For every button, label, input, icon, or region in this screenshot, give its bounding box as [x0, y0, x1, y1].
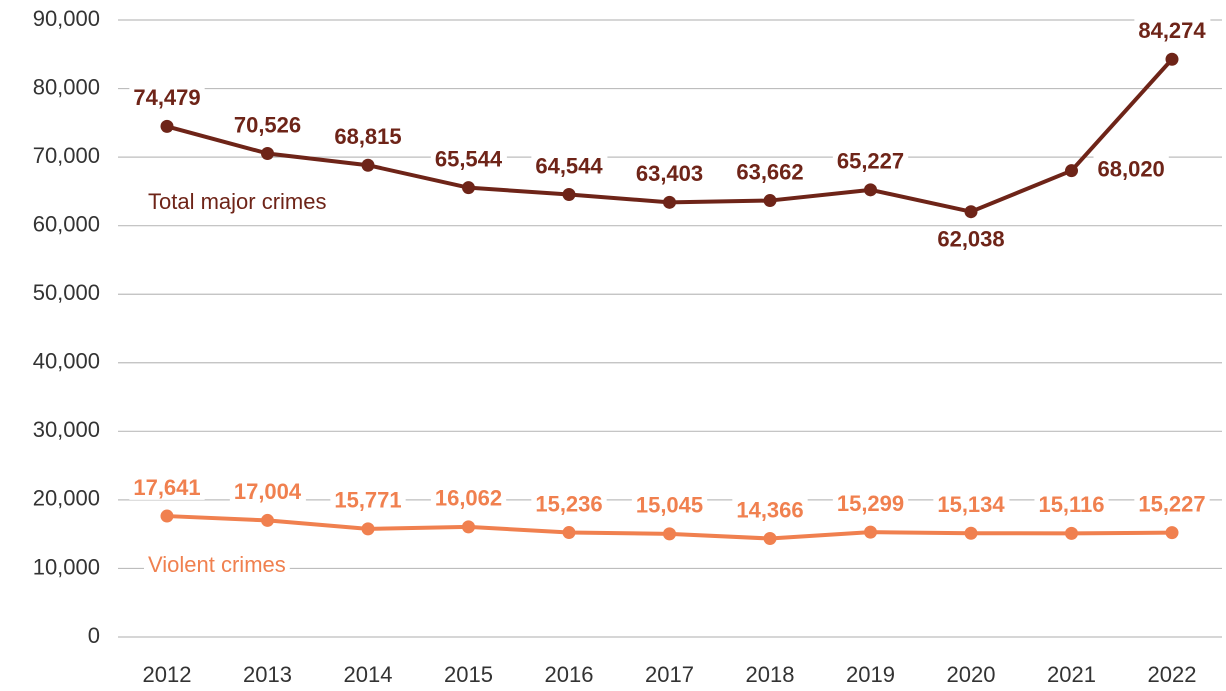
data-label: 15,134 [937, 492, 1005, 517]
data-point [763, 532, 777, 546]
data-label: 63,403 [636, 161, 703, 186]
data-label: 15,299 [837, 491, 904, 516]
data-point [361, 522, 375, 536]
y-tick-label: 50,000 [33, 280, 100, 305]
data-point [462, 520, 475, 534]
data-label: 17,641 [133, 475, 200, 500]
data-point [763, 194, 777, 208]
data-point [864, 525, 877, 539]
data-label: 68,815 [334, 124, 401, 149]
label-background [144, 188, 331, 214]
label-background [1093, 156, 1169, 182]
data-label: 15,116 [1038, 492, 1104, 517]
series-label: Violent crimes [148, 552, 286, 577]
data-label: 15,227 [1138, 491, 1205, 516]
data-point [160, 509, 174, 523]
y-tick-label: 80,000 [33, 74, 100, 99]
x-tick-label: 2017 [645, 662, 694, 687]
label-background [933, 492, 1010, 518]
data-label: 84,274 [1138, 18, 1206, 43]
label-background [430, 146, 507, 172]
data-label: 15,045 [636, 493, 703, 518]
data-point [562, 526, 576, 540]
data-point [1065, 526, 1078, 540]
label-background [1034, 492, 1109, 518]
y-tick-label: 10,000 [33, 554, 100, 579]
y-tick-label: 30,000 [33, 417, 100, 442]
label-background [129, 85, 205, 111]
label-background [732, 497, 808, 523]
data-point [1165, 52, 1179, 66]
label-background [1134, 18, 1211, 44]
data-point [361, 158, 375, 172]
data-label: 63,662 [736, 159, 803, 184]
label-background [933, 226, 1009, 252]
data-label: 16,062 [435, 486, 502, 511]
y-tick-label: 40,000 [33, 349, 100, 374]
label-background [229, 479, 306, 505]
x-tick-label: 2020 [947, 662, 996, 687]
label-background [144, 551, 290, 577]
data-point [663, 527, 676, 541]
y-tick-label: 60,000 [33, 211, 100, 236]
data-point [964, 526, 978, 540]
label-background [129, 474, 205, 500]
x-tick-label: 2019 [846, 662, 895, 687]
y-tick-label: 20,000 [33, 486, 100, 511]
x-tick-label: 2014 [344, 662, 393, 687]
label-background [631, 161, 708, 187]
data-point [261, 147, 274, 161]
label-background [531, 153, 608, 179]
data-label: 15,236 [535, 491, 602, 516]
data-label: 65,227 [837, 149, 904, 174]
series-label: Total major crimes [148, 189, 326, 214]
data-point [160, 119, 174, 133]
label-background [832, 490, 909, 516]
x-tick-label: 2021 [1047, 662, 1096, 687]
data-label: 68,020 [1098, 156, 1165, 181]
data-point [562, 188, 576, 202]
label-background [330, 487, 406, 513]
y-tick-label: 0 [88, 623, 100, 648]
data-point [1065, 164, 1078, 178]
label-background [330, 124, 406, 150]
data-point [663, 195, 676, 209]
data-point [261, 513, 274, 527]
lines [160, 52, 1179, 546]
label-background [430, 485, 507, 511]
data-label: 64,544 [535, 153, 603, 178]
label-background [229, 112, 306, 138]
x-tick-label: 2012 [143, 662, 192, 687]
data-label: 14,366 [736, 497, 803, 522]
data-point [864, 183, 877, 197]
data-label: 62,038 [937, 227, 1004, 252]
label-background [1134, 491, 1210, 517]
label-background [631, 492, 708, 518]
data-label: 70,526 [234, 112, 301, 137]
data-label: 65,544 [435, 146, 503, 171]
x-tick-label: 2022 [1148, 662, 1197, 687]
labels: 74,479 70,526 68,815 65,544 64,544 63,403 63,6… [129, 18, 1211, 577]
label-background [531, 491, 607, 517]
x-tick-label: 2016 [545, 662, 594, 687]
data-label: 17,004 [234, 479, 302, 504]
y-tick-label: 90,000 [33, 6, 100, 31]
x-tick-label: 2013 [243, 662, 292, 687]
data-point [462, 181, 475, 195]
data-label: 15,771 [334, 488, 401, 513]
data-label: 74,479 [133, 85, 200, 110]
label-background [832, 148, 909, 174]
x-tick-label: 2015 [444, 662, 493, 687]
y-tick-label: 70,000 [33, 143, 100, 168]
label-background [732, 159, 808, 185]
data-point [964, 205, 978, 219]
x-tick-label: 2018 [746, 662, 795, 687]
data-point [1165, 526, 1179, 540]
